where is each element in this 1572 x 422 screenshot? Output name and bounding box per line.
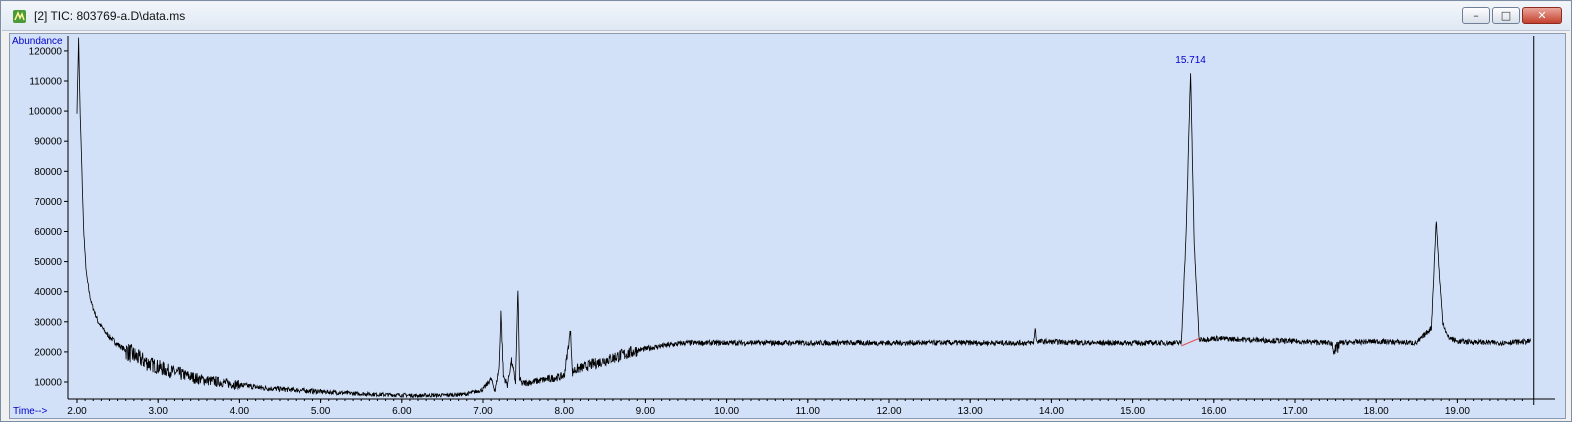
x-tick-label: 7.00 — [473, 406, 493, 417]
integration-baseline — [1181, 337, 1200, 347]
x-tick-label: 16.00 — [1201, 406, 1226, 417]
y-tick-label: 70000 — [34, 197, 62, 208]
x-tick-label: 4.00 — [230, 406, 250, 417]
x-tick-label: 2.00 — [67, 406, 87, 417]
y-tick-label: 100000 — [29, 107, 63, 118]
x-tick-label: 14.00 — [1039, 406, 1064, 417]
x-tick-label: 9.00 — [636, 406, 656, 417]
x-tick-label: 3.00 — [148, 406, 168, 417]
x-tick-label: 13.00 — [958, 406, 983, 417]
x-tick-label: 8.00 — [554, 406, 574, 417]
tic-app-icon — [13, 10, 26, 23]
x-tick-label: 10.00 — [714, 406, 739, 417]
x-tick-label: 17.00 — [1282, 406, 1307, 417]
minimize-button[interactable]: – — [1462, 7, 1490, 24]
y-axis-label: Abundance — [12, 36, 63, 47]
x-tick-label: 18.00 — [1364, 406, 1389, 417]
x-tick-label: 6.00 — [392, 406, 412, 417]
close-button[interactable]: ✕ — [1522, 7, 1562, 24]
y-tick-label: 90000 — [34, 137, 62, 148]
x-tick-label: 11.00 — [796, 406, 821, 417]
chromatogram-plot[interactable]: 10000 20000 30000 40000 50000 60000 70000 80000… — [9, 33, 1566, 419]
y-tick-label: 10000 — [34, 378, 62, 389]
tic-trace — [76, 37, 1531, 399]
maximize-button[interactable]: □ — [1492, 7, 1520, 24]
peak-label: 15.714 — [1175, 55, 1206, 66]
window-controls: – □ ✕ — [1462, 7, 1562, 24]
y-tick-label: 110000 — [29, 77, 62, 88]
window-title: [2] TIC: 803769-a.D\data.ms — [34, 9, 186, 23]
y-tick-label: 80000 — [34, 167, 62, 178]
y-tick-label: 30000 — [34, 317, 62, 328]
y-tick-label: 60000 — [34, 227, 62, 238]
x-tick-label: 12.00 — [876, 406, 901, 417]
y-tick-label: 50000 — [34, 257, 62, 268]
y-tick-label: 120000 — [29, 46, 63, 57]
y-tick-label: 40000 — [34, 287, 62, 298]
x-tick-label: 19.00 — [1445, 406, 1470, 417]
x-tick-label: 5.00 — [311, 406, 331, 417]
x-axis-label: Time--> — [13, 406, 48, 417]
x-tick-label: 15.00 — [1120, 406, 1145, 417]
y-tick-label: 20000 — [34, 347, 62, 358]
title-bar[interactable]: [2] TIC: 803769-a.D\data.ms – □ ✕ — [2, 2, 1570, 31]
chromatogram-chart: 10000 20000 30000 40000 50000 60000 70000 80000… — [12, 36, 1555, 417]
